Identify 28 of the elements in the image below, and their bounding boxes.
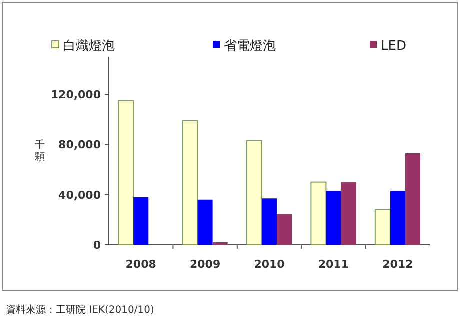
x-tick-label: 2010 xyxy=(254,258,286,271)
bar xyxy=(326,191,342,245)
y-axis-title: 千顆 xyxy=(35,139,45,163)
y-tick-label: 0 xyxy=(93,239,102,252)
bar xyxy=(341,182,356,245)
bar xyxy=(374,209,391,246)
bar xyxy=(246,140,262,246)
x-tick-label: 2011 xyxy=(318,258,350,271)
legend-label: 省電燈泡 xyxy=(224,39,276,54)
bar xyxy=(405,154,420,245)
bar xyxy=(134,197,149,245)
bar xyxy=(182,120,198,246)
bar xyxy=(390,191,406,245)
x-tick-label: 2008 xyxy=(126,258,156,271)
bar xyxy=(310,182,327,246)
source-note: 資料來源：工研院 IEK(2010/10) xyxy=(6,304,154,316)
bar xyxy=(118,100,134,246)
bar xyxy=(262,198,277,245)
y-tick-label: 40,000 xyxy=(58,188,102,202)
y-tick-label: 80,000 xyxy=(58,138,102,152)
x-tick-label: 2009 xyxy=(190,258,221,271)
legend-label: 白熾燈泡 xyxy=(63,39,115,54)
legend-label: LED xyxy=(381,39,406,54)
bar xyxy=(212,242,228,245)
bar xyxy=(198,200,213,245)
x-tick-label: 2012 xyxy=(382,258,414,271)
y-tick-label: 120,000 xyxy=(50,88,102,102)
bar xyxy=(277,214,292,245)
